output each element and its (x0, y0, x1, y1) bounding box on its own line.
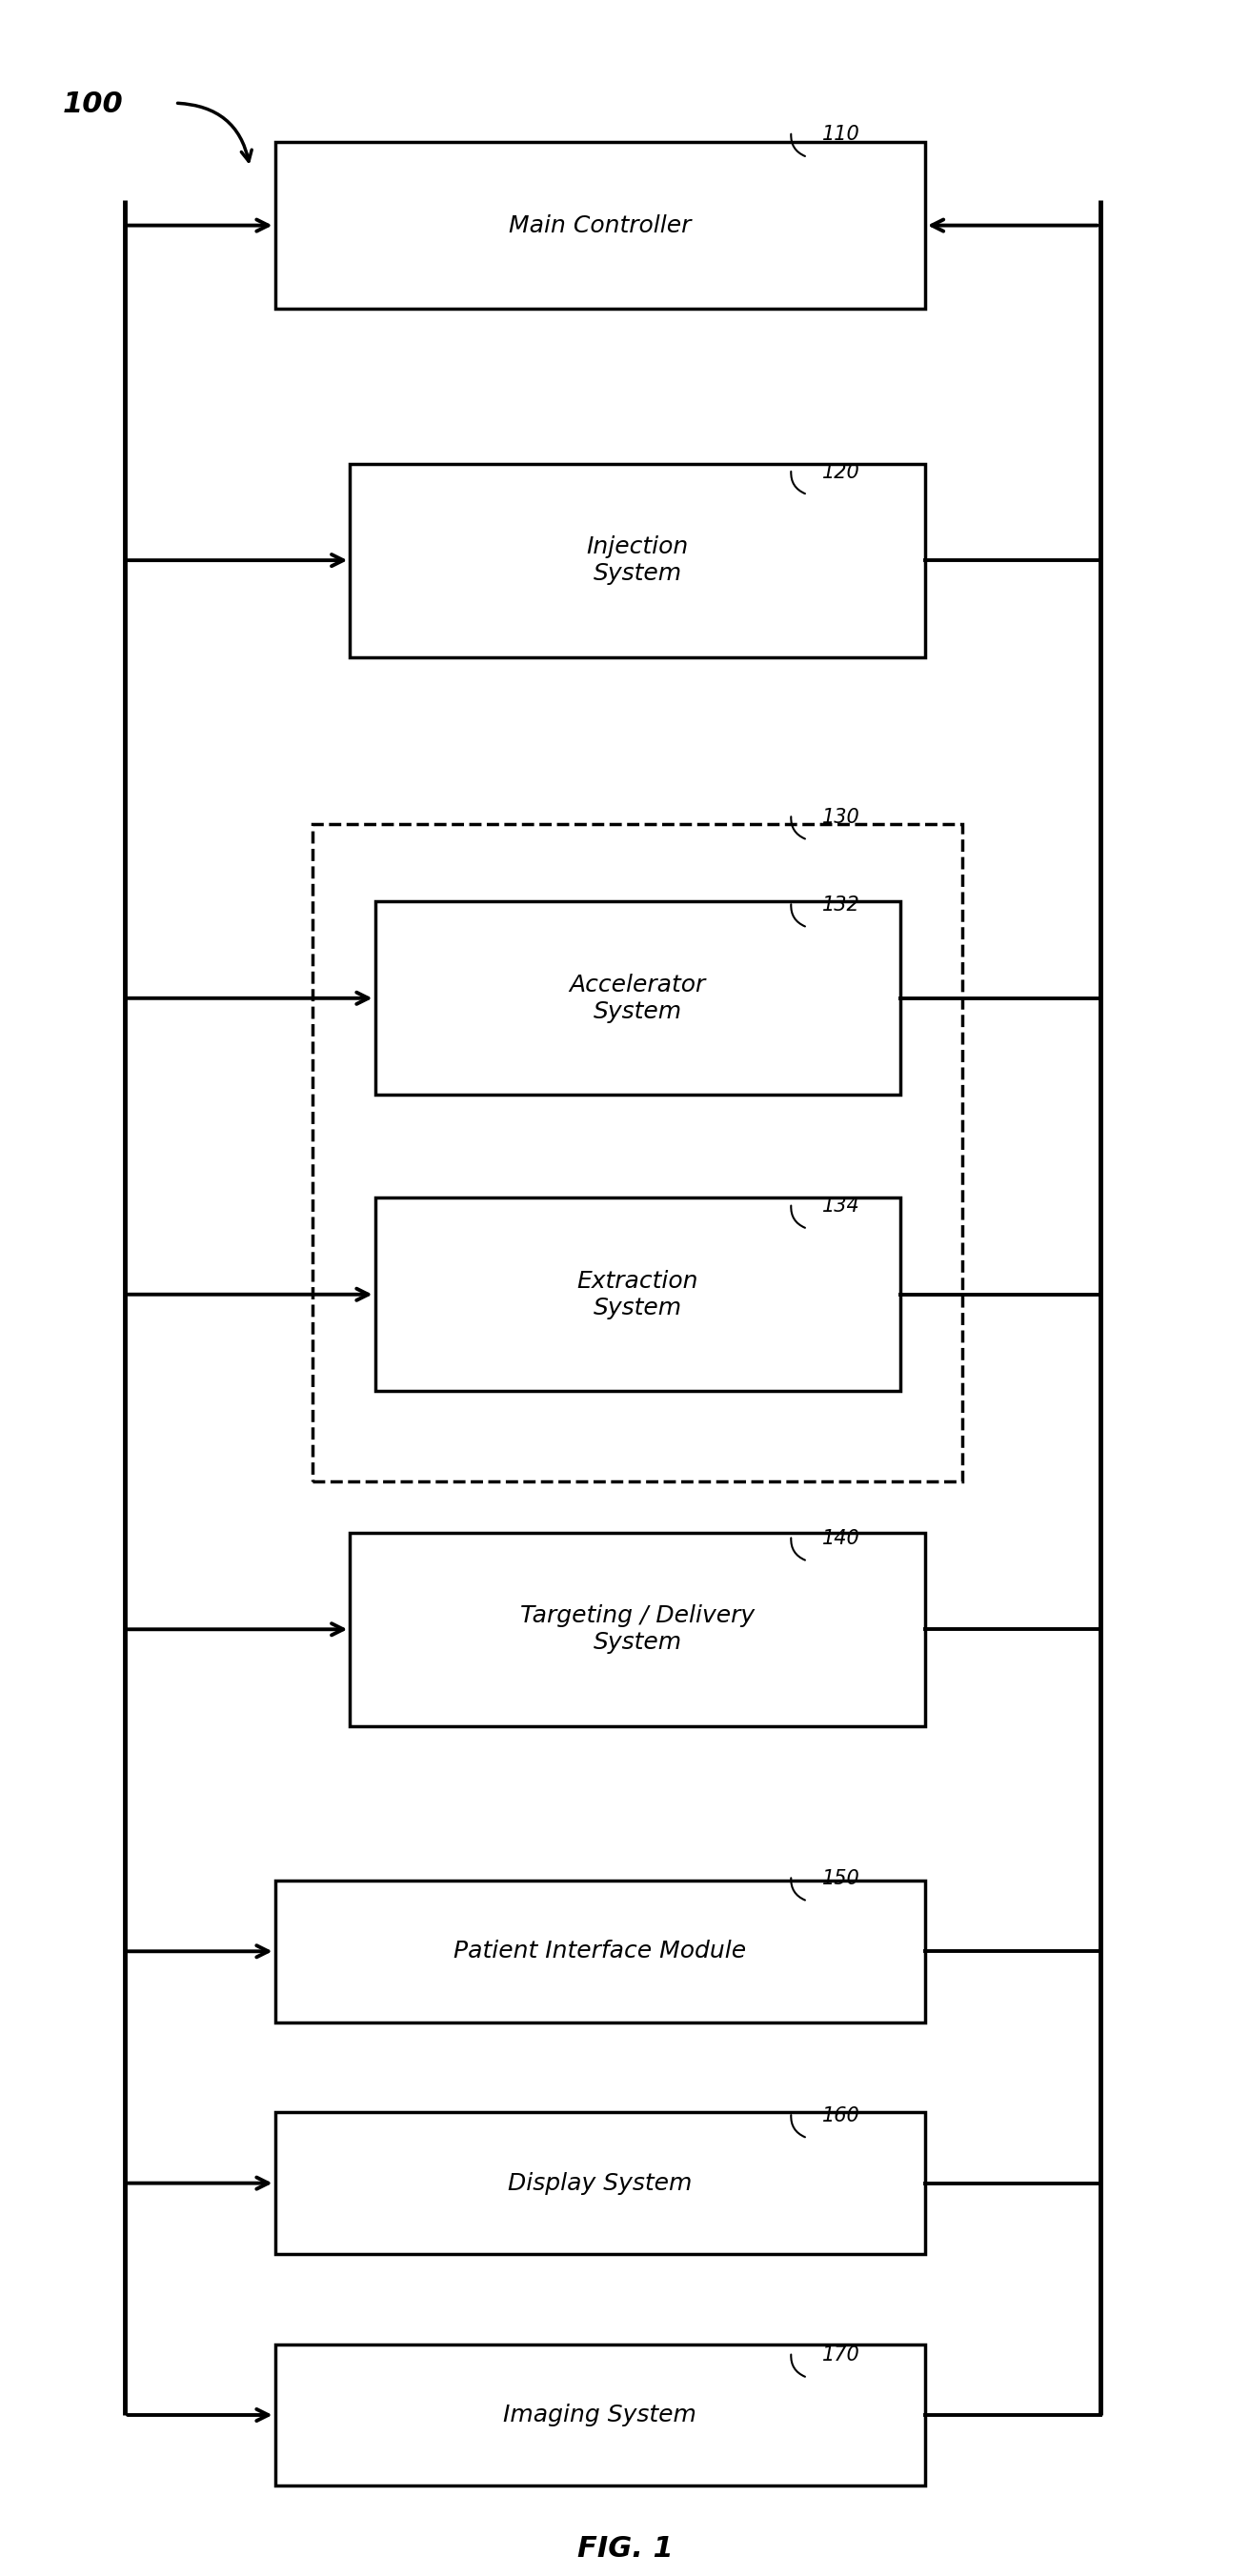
FancyBboxPatch shape (375, 902, 900, 1095)
Text: Accelerator
System: Accelerator System (569, 974, 706, 1023)
FancyBboxPatch shape (350, 1533, 925, 1726)
Text: Main Controller: Main Controller (509, 214, 691, 237)
FancyBboxPatch shape (375, 1198, 900, 1391)
Text: 150: 150 (823, 1870, 860, 1888)
Text: 100: 100 (63, 90, 124, 118)
Text: Targeting / Delivery
System: Targeting / Delivery System (520, 1605, 755, 1654)
Text: Patient Interface Module: Patient Interface Module (454, 1940, 746, 1963)
Text: Display System: Display System (508, 2172, 693, 2195)
Text: FIG. 1: FIG. 1 (578, 2535, 672, 2563)
FancyBboxPatch shape (275, 142, 925, 309)
FancyBboxPatch shape (275, 2112, 925, 2254)
Text: 170: 170 (823, 2347, 860, 2365)
Text: 120: 120 (823, 464, 860, 482)
Text: 134: 134 (823, 1198, 860, 1216)
Text: 132: 132 (823, 896, 860, 914)
FancyBboxPatch shape (275, 2344, 925, 2486)
FancyBboxPatch shape (275, 1880, 925, 2022)
Text: 110: 110 (823, 126, 860, 144)
FancyBboxPatch shape (350, 464, 925, 657)
Text: 160: 160 (823, 2107, 860, 2125)
Text: Imaging System: Imaging System (504, 2403, 696, 2427)
Text: Injection
System: Injection System (586, 536, 689, 585)
Text: 140: 140 (823, 1530, 860, 1548)
Text: 130: 130 (823, 809, 860, 827)
Text: Extraction
System: Extraction System (576, 1270, 699, 1319)
